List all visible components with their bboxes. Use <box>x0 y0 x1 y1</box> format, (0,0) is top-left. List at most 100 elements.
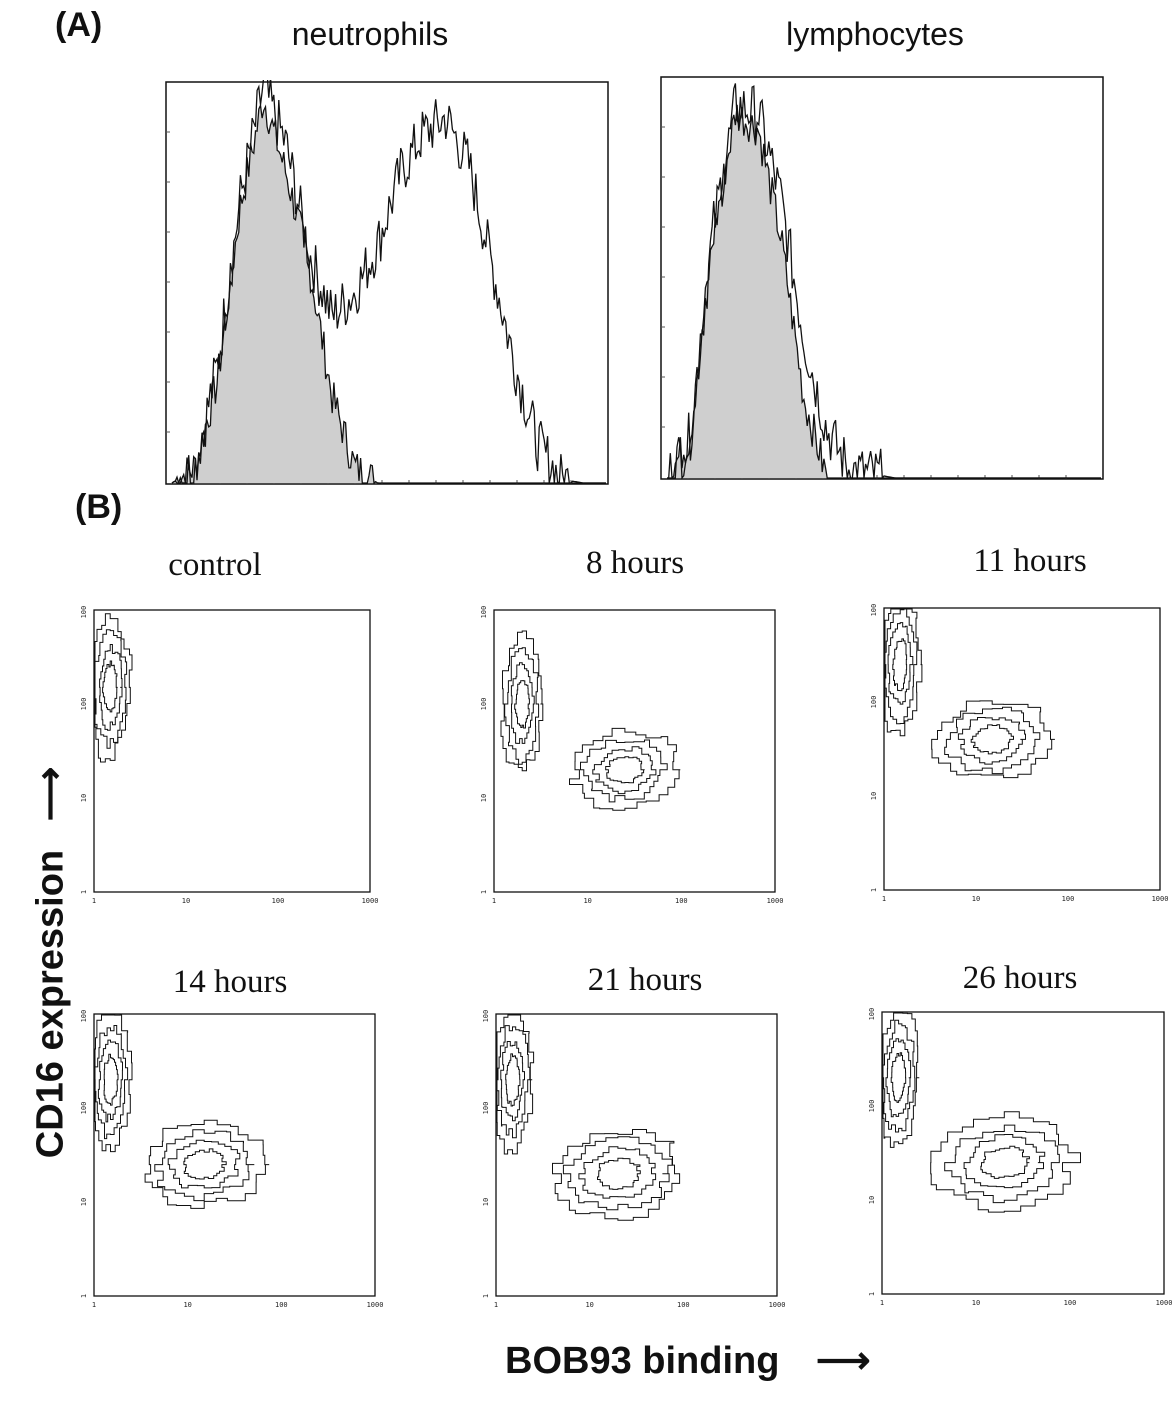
contour-line <box>500 1041 525 1122</box>
contour-plot-14h: 11 10 10 100 100 1000 1000 <box>80 1010 383 1309</box>
y-tick-label: 100 <box>482 1102 490 1115</box>
contour-line <box>931 700 1055 779</box>
x-tick-label: 1 <box>492 897 496 905</box>
y-tick-label: 100 <box>868 1100 876 1113</box>
contour-plot-21h: 11 10 10 100 100 1000 1000 <box>482 1010 785 1309</box>
y-tick-label: 1 <box>480 890 488 894</box>
contour-line <box>510 662 535 744</box>
y-tick-label: 10 <box>868 1196 876 1204</box>
contour-line <box>102 660 118 713</box>
contour-line <box>963 1134 1046 1189</box>
contour-line <box>505 1053 521 1107</box>
contour-line <box>97 1039 123 1123</box>
contour-line <box>597 1157 641 1190</box>
plot-title-11h: 11 hours <box>973 543 1087 579</box>
y-tick-label: 1 <box>80 890 88 894</box>
y-tick-label: 1 <box>868 1292 876 1296</box>
x-tick-label: 100 <box>272 897 285 905</box>
contour-line <box>144 1119 270 1209</box>
plot-frame <box>93 1013 376 1297</box>
x-axis-label: BOB93 binding ⟶ <box>505 1338 871 1383</box>
plot-title-control: control <box>168 547 262 583</box>
plot-frame <box>493 609 776 893</box>
plot-title-8h: 8 hours <box>585 545 685 581</box>
contour-line <box>496 1014 535 1155</box>
x-tick-label: 100 <box>1064 1299 1077 1307</box>
contour-line <box>496 1025 531 1139</box>
contour-plot-11h: 11 10 10 100 100 1000 1000 <box>870 604 1168 903</box>
contour-line <box>569 727 681 811</box>
panel-b-label: (B) <box>75 488 123 526</box>
x-tick-label: 100 <box>1062 895 1075 903</box>
y-tick-label: 1000 <box>870 604 878 616</box>
contour-line <box>167 1139 241 1189</box>
y-tick-label: 1000 <box>868 1008 876 1020</box>
x-tick-label: 1000 <box>769 1301 785 1309</box>
contour-line <box>578 1146 657 1199</box>
x-tick-label: 10 <box>183 1301 191 1309</box>
contour-line <box>884 608 918 725</box>
contour-plot-control: 11 10 10 100 100 1000 1000 <box>80 606 378 905</box>
contour-line <box>592 746 657 795</box>
lymphocytes-plot-frame <box>660 76 1104 480</box>
contour-line <box>99 644 123 731</box>
neutrophils-bob93-line <box>171 80 606 485</box>
contour-line <box>957 717 1026 765</box>
neutrophils-plot-frame <box>165 80 609 485</box>
panel-a-label: (A) <box>55 6 103 44</box>
plot-title-14h: 14 hours <box>172 964 288 1000</box>
x-tick-label: 100 <box>675 897 688 905</box>
x-axis-arrow-icon: ⟶ <box>816 1340 871 1382</box>
contour-line <box>930 1111 1081 1213</box>
y-tick-label: 1 <box>482 1294 490 1298</box>
x-tick-label: 100 <box>275 1301 288 1309</box>
y-tick-label: 100 <box>480 698 488 711</box>
x-tick-label: 1000 <box>1152 895 1168 903</box>
x-tick-label: 1 <box>880 1299 884 1307</box>
neutrophils-control-fill <box>172 105 606 484</box>
contour-line <box>890 1052 907 1103</box>
contour-line <box>944 1124 1060 1204</box>
y-tick-label: 10 <box>80 794 88 802</box>
lymphocytes-bob93-line <box>667 83 1101 480</box>
lymphocytes-histogram <box>660 76 1104 480</box>
x-tick-label: 10 <box>585 1301 593 1309</box>
y-tick-label: 1 <box>870 888 878 892</box>
y-tick-label: 1000 <box>80 1010 88 1022</box>
contour-line <box>183 1148 227 1180</box>
plot-frame <box>881 1011 1165 1295</box>
contour-plot-8h: 11 10 10 100 100 1000 1000 <box>480 606 783 905</box>
y-tick-label: 10 <box>870 792 878 800</box>
contour-line <box>552 1129 681 1221</box>
x-tick-label: 1 <box>494 1301 498 1309</box>
x-tick-label: 1000 <box>1156 1299 1172 1307</box>
neutrophils-histogram <box>165 80 609 485</box>
y-tick-label: 100 <box>80 698 88 711</box>
y-tick-label: 1000 <box>480 606 488 618</box>
lymphocytes-control-fill <box>667 104 1101 479</box>
x-tick-label: 1 <box>92 897 96 905</box>
x-tick-label: 1000 <box>767 897 783 905</box>
y-tick-label: 100 <box>870 696 878 709</box>
y-tick-label: 1000 <box>482 1010 490 1022</box>
contour-line <box>500 630 544 772</box>
y-tick-label: 10 <box>480 794 488 802</box>
contour-line <box>580 739 668 803</box>
x-axis-label-text: BOB93 binding <box>505 1340 780 1382</box>
contour-line <box>562 1136 673 1211</box>
neutrophils-control-line <box>171 103 606 485</box>
contour-line <box>514 680 530 729</box>
contour-line <box>94 1014 133 1153</box>
x-tick-label: 10 <box>583 897 591 905</box>
x-tick-label: 1000 <box>367 1301 383 1309</box>
contour-line <box>94 1025 129 1140</box>
x-tick-label: 1000 <box>362 897 378 905</box>
contour-plot-26h: 11 10 10 100 100 1000 1000 <box>868 1008 1172 1307</box>
plot-frame <box>93 609 371 893</box>
y-axis-arrow-icon: ⟶ <box>29 766 72 822</box>
plot-title-26h: 26 hours <box>962 960 1078 996</box>
contour-line <box>980 1145 1030 1179</box>
contour-line <box>154 1129 255 1202</box>
y-tick-label: 10 <box>482 1198 490 1206</box>
contour-line <box>103 1053 119 1106</box>
